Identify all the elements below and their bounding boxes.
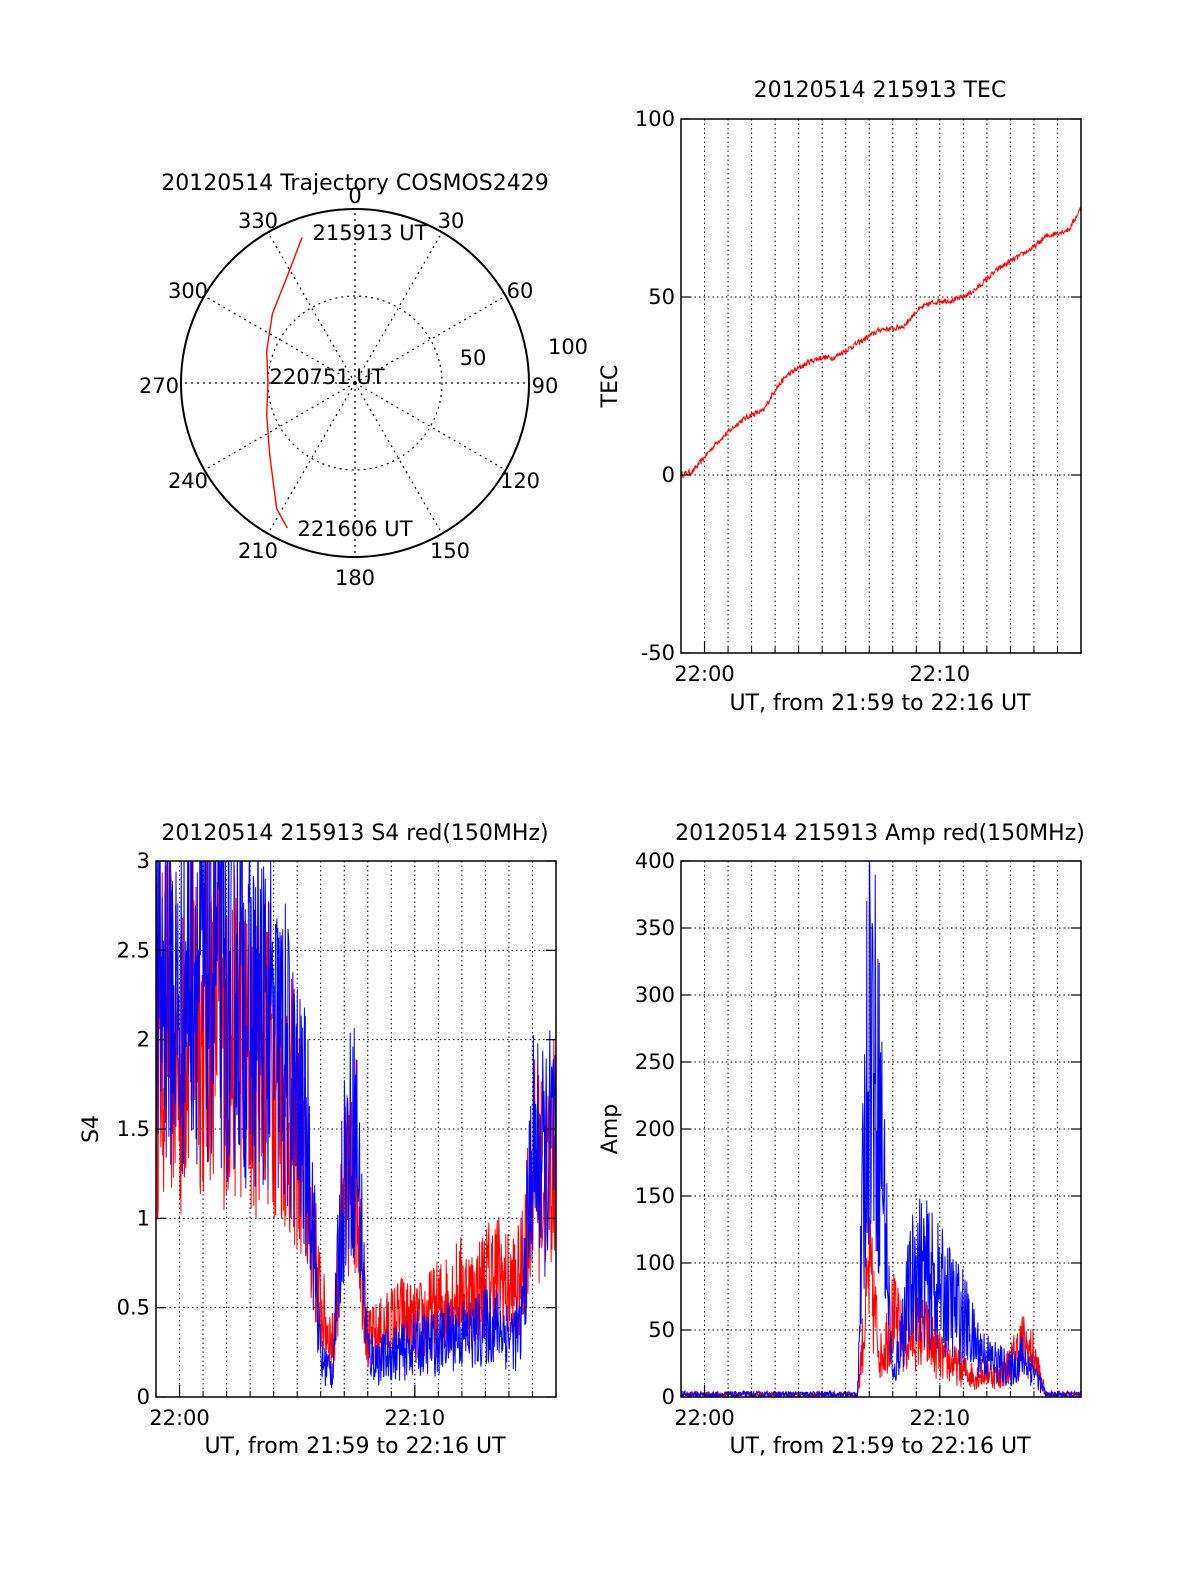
azimuth-label-210: 210 bbox=[238, 539, 278, 563]
s4-xlabel: UT, from 21:59 to 22:16 UT bbox=[204, 1434, 506, 1459]
tec-ytick-label-100: 100 bbox=[635, 107, 675, 131]
polar-spoke-120 bbox=[354, 382, 506, 471]
s4-ytick-label-0: 0 bbox=[137, 1385, 150, 1409]
tec-title: 20120514 215913 TEC bbox=[754, 78, 1007, 103]
azimuth-label-30: 30 bbox=[438, 209, 465, 233]
trajectory-annotation-2: 221606 UT bbox=[297, 517, 412, 541]
polar-labels: 0 30 60 90 120 150 180 210 240 270 300 330 50 100 bbox=[139, 184, 588, 590]
azimuth-label-240: 240 bbox=[168, 469, 208, 493]
azimuth-label-150: 150 bbox=[430, 539, 470, 563]
polar-annotations: 215913 UT 220751 UT 221606 UT bbox=[269, 221, 427, 541]
polar-spoke-60 bbox=[354, 295, 506, 384]
azimuth-label-90: 90 bbox=[532, 374, 559, 398]
s4-title: 20120514 215913 S4 red(150MHz) bbox=[161, 821, 548, 846]
amp-xtick-label-22:10: 22:10 bbox=[910, 1406, 971, 1430]
trajectory-panel: 20120514 Trajectory COSMOS2429 0 30 60 90 12… bbox=[139, 171, 588, 590]
s4-ytick-label-2.5: 2.5 bbox=[117, 938, 150, 962]
amp-panel: 20120514 215913 Amp red(150MHz) UT, from… bbox=[598, 821, 1085, 1459]
polar-spoke-30 bbox=[354, 232, 443, 384]
tec-xtick-label-22:00: 22:00 bbox=[674, 662, 735, 686]
azimuth-label-60: 60 bbox=[507, 279, 534, 303]
s4-panel: 20120514 215913 S4 red(150MHz) UT, from … bbox=[79, 821, 557, 1459]
polar-spoke-300 bbox=[204, 295, 356, 384]
amp-ytick-label-150: 150 bbox=[635, 1184, 675, 1208]
amp-ylabel: Amp bbox=[598, 1104, 623, 1154]
tec-xtick-label-22:10: 22:10 bbox=[910, 662, 971, 686]
azimuth-label-0: 0 bbox=[348, 184, 361, 208]
trajectory-line-0 bbox=[265, 237, 303, 529]
azimuth-label-300: 300 bbox=[168, 279, 208, 303]
s4-xtick-label-22:00: 22:00 bbox=[149, 1406, 210, 1430]
amp-xtick-label-22:00: 22:00 bbox=[674, 1406, 735, 1430]
polar-grid bbox=[180, 208, 530, 558]
tec-panel: 20120514 215913 TEC UT, from 21:59 to 22… bbox=[598, 78, 1082, 716]
trajectory-title: 20120514 Trajectory COSMOS2429 bbox=[161, 171, 548, 196]
polar-spoke-210 bbox=[267, 382, 356, 534]
polar-spoke-240 bbox=[204, 382, 356, 471]
s4-ytick-label-1.5: 1.5 bbox=[117, 1117, 150, 1141]
polar-ring-50 bbox=[267, 295, 443, 471]
polar-outer-circle bbox=[180, 208, 530, 558]
tec-frame bbox=[680, 118, 1082, 654]
s4-ylabel: S4 bbox=[79, 1115, 104, 1143]
azimuth-label-330: 330 bbox=[238, 209, 278, 233]
amp-ytick-label-300: 300 bbox=[635, 983, 675, 1007]
tec-ytick-label-0: 0 bbox=[662, 463, 675, 487]
tec-ylabel: TEC bbox=[598, 365, 623, 409]
tec-ytick-label--50: -50 bbox=[641, 641, 675, 665]
radial-label-50: 50 bbox=[460, 346, 487, 370]
polar-series bbox=[265, 237, 303, 529]
amp-ytick-label-100: 100 bbox=[635, 1251, 675, 1275]
s4-ytick-label-1: 1 bbox=[137, 1206, 150, 1230]
amp-ytick-label-200: 200 bbox=[635, 1117, 675, 1141]
amp-ytick-label-250: 250 bbox=[635, 1050, 675, 1074]
amp-series-0 bbox=[681, 1217, 1081, 1397]
tec-xlabel: UT, from 21:59 to 22:16 UT bbox=[729, 691, 1031, 716]
trajectory-annotation-0: 215913 UT bbox=[312, 221, 427, 245]
trajectory-annotation-1: 220751 UT bbox=[269, 365, 384, 389]
amp-ytick-label-350: 350 bbox=[635, 916, 675, 940]
s4-ytick-label-3: 3 bbox=[137, 849, 150, 873]
amp-ytick-label-400: 400 bbox=[635, 849, 675, 873]
amp-title: 20120514 215913 Amp red(150MHz) bbox=[675, 821, 1085, 846]
s4-ytick-label-0.5: 0.5 bbox=[117, 1296, 150, 1320]
azimuth-label-180: 180 bbox=[335, 566, 375, 590]
s4-xtick-label-22:10: 22:10 bbox=[385, 1406, 446, 1430]
amp-ytick-label-0: 0 bbox=[662, 1385, 675, 1409]
amp-ytick-label-50: 50 bbox=[648, 1318, 675, 1342]
radial-label-100: 100 bbox=[548, 335, 588, 359]
s4-series-0 bbox=[156, 861, 556, 1369]
polar-spoke-330 bbox=[267, 232, 356, 384]
azimuth-label-270: 270 bbox=[139, 374, 179, 398]
s4-series-1 bbox=[156, 861, 556, 1388]
amp-xlabel: UT, from 21:59 to 22:16 UT bbox=[729, 1434, 1031, 1459]
amp-series-1 bbox=[681, 861, 1081, 1397]
tec-ytick-label-50: 50 bbox=[648, 285, 675, 309]
s4-ytick-label-2: 2 bbox=[137, 1028, 150, 1052]
polar-spoke-150 bbox=[354, 382, 443, 534]
azimuth-label-120: 120 bbox=[500, 469, 540, 493]
tec-series-0 bbox=[681, 206, 1081, 478]
